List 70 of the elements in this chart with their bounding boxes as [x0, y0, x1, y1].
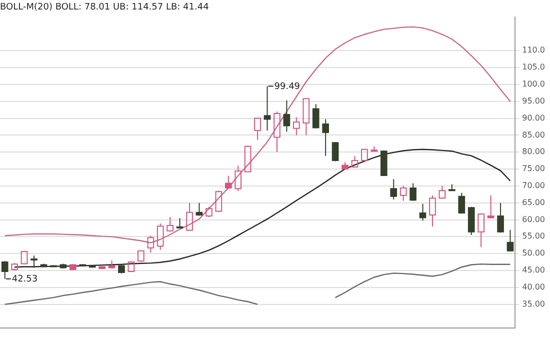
candlestick — [351, 155, 358, 168]
candlestick — [40, 263, 48, 268]
candlestick — [88, 264, 96, 268]
y-tick-label: 70.00 — [522, 181, 546, 190]
candlestick — [244, 145, 252, 173]
candlestick — [448, 184, 456, 192]
candlestick — [410, 182, 416, 202]
candlestick — [118, 264, 125, 274]
candlestick — [50, 264, 57, 268]
y-tick-label: 45.00 — [522, 266, 546, 275]
candlestick — [293, 116, 300, 136]
candlestick — [400, 185, 407, 202]
candlestick — [108, 260, 116, 269]
y-tick-label: 40.00 — [522, 282, 546, 292]
y-tick-label: 90.00 — [522, 113, 546, 122]
candlestick — [147, 235, 154, 254]
candlestick — [419, 203, 426, 222]
y-tick-label: 95.00 — [522, 96, 546, 106]
y-tick-label: 80.00 — [522, 147, 546, 156]
y-tick-label: 75.00 — [522, 164, 546, 174]
candlestick — [458, 192, 466, 214]
candlestick — [380, 150, 388, 176]
y-tick-label: 60.00 — [522, 214, 546, 224]
candlestick — [254, 117, 261, 140]
candlestick — [30, 255, 38, 268]
y-tick-label: 100.0 — [522, 80, 546, 89]
candlestick — [370, 146, 378, 152]
y-tick-label: 110.0 — [522, 46, 546, 55]
candlestick — [361, 148, 368, 162]
candlestick — [60, 263, 67, 269]
annotation: 99.49 — [274, 82, 300, 92]
candlestick — [468, 206, 475, 236]
candlestick — [274, 111, 280, 153]
candlestick — [224, 175, 232, 190]
candlestick — [487, 194, 494, 219]
y-tick-label: 105.0 — [522, 62, 546, 72]
candlestick — [312, 104, 320, 129]
candlestick — [215, 190, 222, 212]
candlestick — [302, 97, 310, 136]
candlestick — [156, 222, 164, 250]
candlestick — [234, 165, 242, 192]
candlestick — [69, 264, 76, 271]
annotation: 42.53 — [12, 274, 38, 285]
y-tick-label: 85.00 — [522, 130, 546, 140]
candlestick — [11, 262, 18, 271]
candlestick — [429, 194, 436, 228]
candlestick — [98, 266, 106, 270]
candlestick — [438, 185, 446, 200]
chart-title: BOLL-M(20) BOLL: 78.01 UB: 114.57 LB: 41.44 — [0, 2, 210, 13]
candlestick — [322, 118, 329, 156]
candlestick — [332, 141, 339, 162]
candlestick — [342, 162, 348, 170]
candlestick — [186, 202, 193, 232]
candlestick — [506, 229, 514, 252]
candlestick — [176, 218, 184, 229]
candlestick — [497, 202, 504, 234]
candlestick — [206, 206, 212, 218]
y-tick-label: 65.00 — [522, 198, 546, 207]
y-tick-label: 35.00 — [522, 299, 546, 308]
candlestick — [138, 250, 144, 262]
candlestick — [390, 178, 398, 200]
candlestick — [478, 212, 484, 248]
candlestick — [128, 260, 135, 273]
candlestick — [166, 216, 174, 232]
y-tick-label: 55.00 — [522, 232, 546, 241]
candlestick — [20, 250, 28, 265]
y-tick-label: 50.00 — [522, 248, 546, 258]
candlestick — [196, 202, 203, 216]
candlestick — [283, 100, 290, 132]
candlestick — [79, 264, 86, 266]
